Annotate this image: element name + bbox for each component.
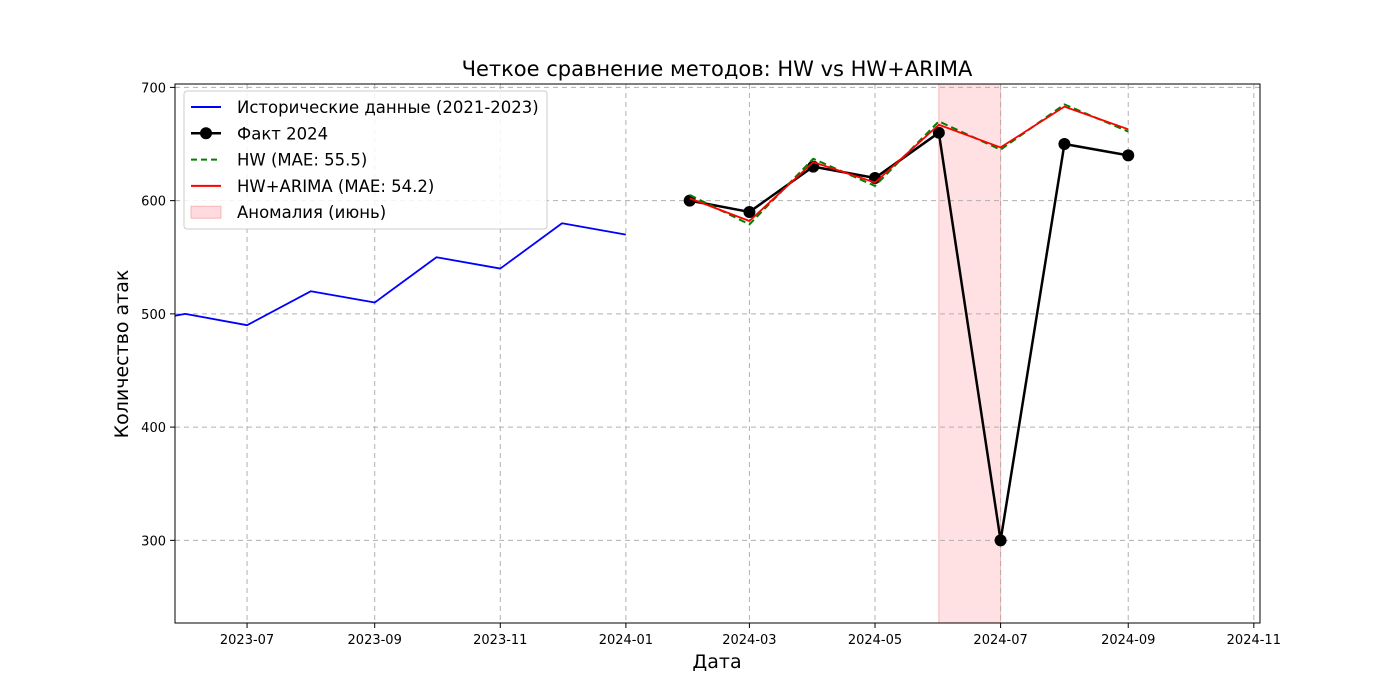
x-tick-label: 2024-07	[973, 633, 1027, 648]
series-line-3	[689, 105, 1129, 222]
series-line-0	[175, 222, 627, 327]
data-point	[994, 534, 1007, 547]
x-axis-label: Дата	[692, 651, 741, 673]
axes-frame	[174, 83, 1261, 624]
plot-area: 2023-07 2023-09 2023-11 2024-01 2024-03 2024-…	[141, 81, 1281, 648]
x-tick-label: 2023-09	[348, 633, 402, 648]
data-point	[683, 194, 696, 207]
y-tick-label: 400	[141, 421, 166, 436]
legend: Исторические данные (2021-2023) Факт 2024…	[183, 90, 548, 230]
legend-label: Факт 2024	[237, 124, 328, 143]
data-point	[743, 205, 756, 218]
y-tick-label: 700	[141, 81, 166, 96]
series-line-2	[689, 103, 1129, 226]
y-axis-label: Количество атак	[111, 270, 133, 439]
x-tick-label: 2024-03	[722, 633, 776, 648]
data-point	[932, 126, 945, 139]
legend-label: HW+ARIMA (MAE: 54.2)	[237, 177, 434, 196]
series-line-1	[689, 131, 1129, 542]
data-point	[1122, 149, 1135, 162]
anomaly-band	[938, 83, 1002, 624]
y-tick-label: 300	[141, 534, 166, 549]
chart-title: Четкое сравнение методов: HW vs HW+ARIMA	[462, 57, 973, 81]
x-tick-label: 2024-05	[848, 633, 902, 648]
legend-label: HW (MAE: 55.5)	[237, 151, 367, 170]
legend-box	[183, 90, 548, 230]
legend-marker	[200, 127, 212, 140]
legend-label: Аномалия (июнь)	[237, 203, 386, 222]
y-tick-label: 600	[141, 195, 166, 210]
legend-label: Исторические данные (2021-2023)	[237, 98, 539, 117]
x-tick-label: 2023-11	[473, 633, 527, 648]
data-point	[1058, 138, 1071, 151]
legend-swatch	[190, 205, 222, 219]
x-tick-label: 2023-07	[220, 633, 274, 648]
x-tick-label: 2024-01	[599, 633, 653, 648]
y-tick-label: 500	[141, 308, 166, 323]
x-tick-label: 2024-09	[1101, 633, 1155, 648]
x-tick-label: 2024-11	[1227, 633, 1281, 648]
